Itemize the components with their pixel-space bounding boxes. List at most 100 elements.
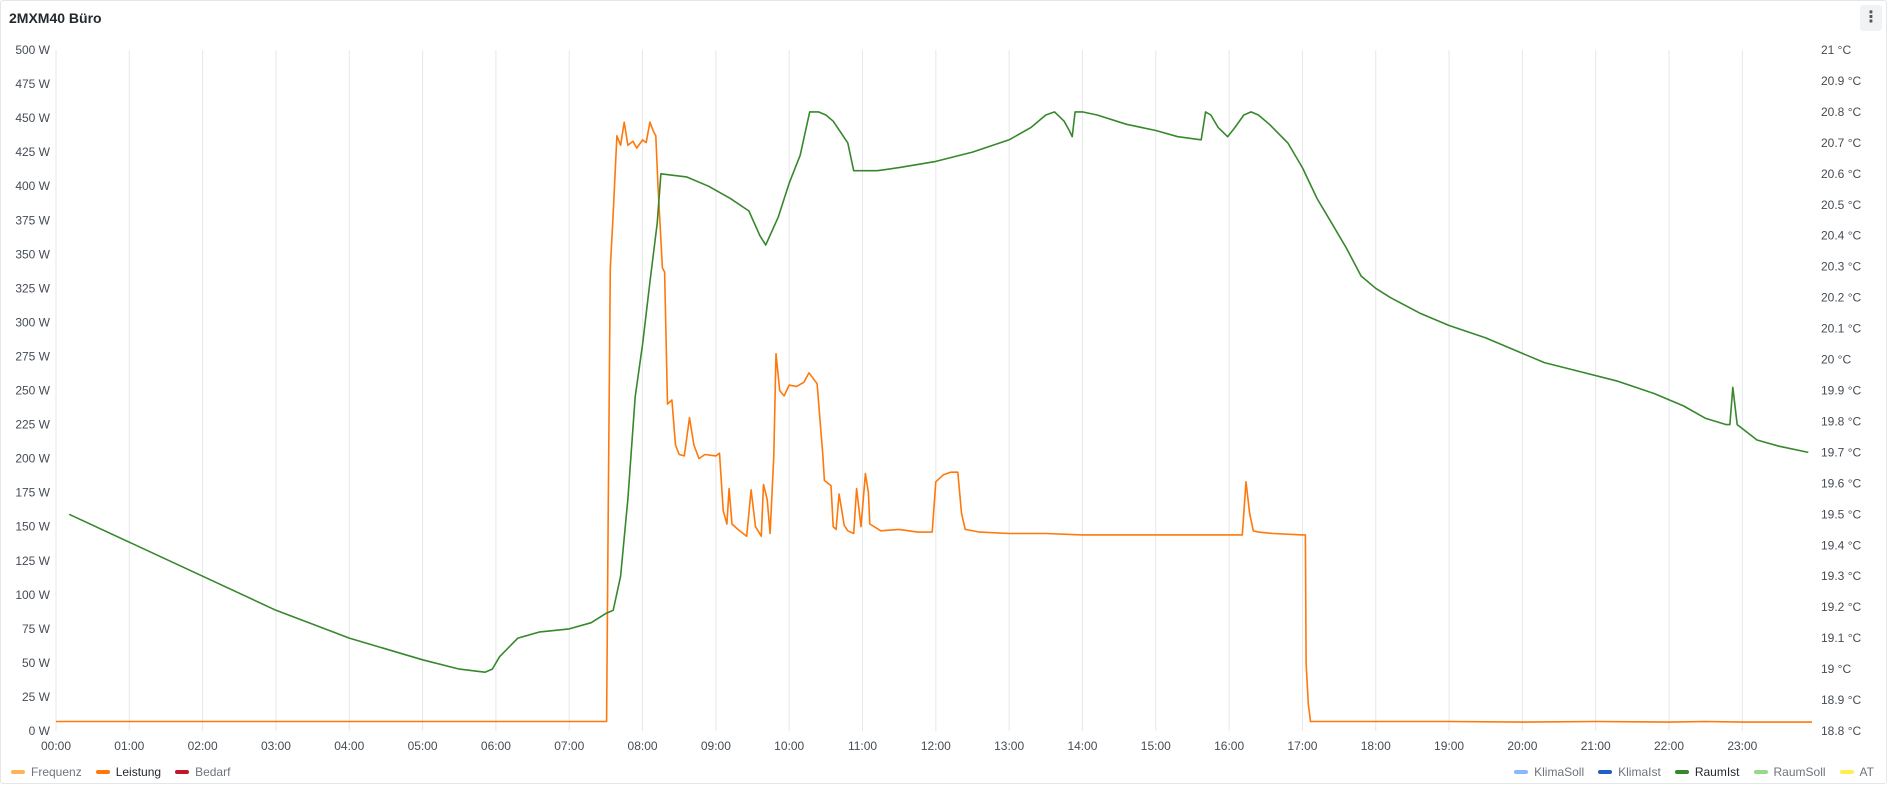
y-right-tick-label: 20.9 °C — [1821, 74, 1861, 88]
y-right-tick-label: 19.9 °C — [1821, 384, 1861, 398]
y-left-tick-label: 250 W — [15, 384, 50, 398]
x-tick-label: 06:00 — [481, 739, 511, 753]
y-right-tick-label: 18.8 °C — [1821, 724, 1861, 738]
x-tick-label: 20:00 — [1507, 739, 1537, 753]
y-right-tick-label: 20.2 °C — [1821, 291, 1861, 305]
x-tick-label: 03:00 — [261, 739, 291, 753]
series-line-leistung — [56, 121, 1812, 723]
y-left-tick-label: 425 W — [15, 145, 50, 159]
y-right-tick-label: 20.3 °C — [1821, 260, 1861, 274]
x-tick-label: 21:00 — [1581, 739, 1611, 753]
legend-item-klimasoll[interactable]: KlimaSoll — [1514, 765, 1584, 779]
legend-label: AT — [1859, 765, 1874, 779]
y-left-tick-label: 200 W — [15, 452, 50, 466]
y-left-tick-label: 0 W — [29, 724, 51, 738]
vertical-ellipsis-icon: ⋮ — [1863, 9, 1879, 26]
legend-item-frequenz[interactable]: Frequenz — [11, 765, 82, 779]
legend-label: KlimaSoll — [1534, 765, 1585, 779]
x-tick-label: 15:00 — [1141, 739, 1171, 753]
y-right-tick-label: 20.1 °C — [1821, 322, 1861, 336]
x-tick-label: 11:00 — [848, 739, 877, 753]
x-tick-label: 16:00 — [1214, 739, 1244, 753]
legend-left: Frequenz Leistung Bedarf — [11, 763, 244, 781]
legend-label: RaumSoll — [1773, 765, 1826, 779]
x-tick-label: 00:00 — [41, 739, 71, 753]
legend-swatch — [1598, 770, 1613, 774]
legend-right: KlimaSoll KlimaIst RaumIst RaumSoll AT — [1500, 763, 1874, 781]
y-left-tick-label: 475 W — [15, 77, 50, 91]
y-left-tick-label: 225 W — [15, 418, 50, 432]
panel-menu-button[interactable]: ⋮ — [1860, 5, 1882, 31]
y-right-tick-label: 19 °C — [1821, 662, 1851, 676]
y-left-tick-label: 275 W — [15, 349, 50, 363]
x-tick-label: 17:00 — [1287, 739, 1317, 753]
x-tick-label: 02:00 — [188, 739, 218, 753]
y-right-tick-label: 19.3 °C — [1821, 569, 1861, 583]
y-right-tick-label: 20.4 °C — [1821, 229, 1861, 243]
y-right-tick-label: 19.2 °C — [1821, 600, 1861, 614]
time-series-chart[interactable]: 00:00 01:00 02:00 03:00 04:00 05:00 06:00 07:00… — [1, 1, 1888, 761]
legend-label: RaumIst — [1694, 765, 1740, 779]
legend-item-bedarf[interactable]: Bedarf — [175, 765, 230, 779]
x-tick-label: 14:00 — [1067, 739, 1097, 753]
x-tick-label: 19:00 — [1434, 739, 1464, 753]
x-tick-label: 22:00 — [1654, 739, 1684, 753]
legend-swatch — [1839, 770, 1854, 774]
y-left-tick-label: 100 W — [15, 588, 50, 602]
y-left-tick-label: 150 W — [15, 520, 50, 534]
x-tick-label: 10:00 — [774, 739, 804, 753]
legend-item-leistung[interactable]: Leistung — [95, 765, 162, 779]
legend-item-raumsoll[interactable]: RaumSoll — [1753, 765, 1826, 779]
y-right-tick-label: 21 °C — [1821, 43, 1851, 57]
y-right-tick-label: 19.5 °C — [1821, 507, 1861, 521]
series-line-raumist — [68, 111, 1809, 673]
x-tick-label: 18:00 — [1361, 739, 1391, 753]
legend-label: Leistung — [115, 765, 162, 779]
y-right-tick-label: 20.5 °C — [1821, 198, 1861, 212]
x-tick-label: 07:00 — [554, 739, 584, 753]
legend-label: Bedarf — [195, 765, 231, 779]
x-tick-label: 09:00 — [701, 739, 731, 753]
legend-item-raumist[interactable]: RaumIst — [1674, 765, 1740, 779]
x-tick-label: 23:00 — [1727, 739, 1757, 753]
y-left-tick-label: 500 W — [15, 43, 50, 57]
x-tick-label: 08:00 — [628, 739, 658, 753]
y-left-tick-label: 350 W — [15, 247, 50, 261]
y-right-tick-label: 20.8 °C — [1821, 105, 1861, 119]
legend-label: Frequenz — [31, 765, 82, 779]
x-tick-label: 01:00 — [114, 739, 144, 753]
y-right-tick-label: 19.7 °C — [1821, 445, 1861, 459]
legend-item-klimaist[interactable]: KlimaIst — [1598, 765, 1661, 779]
y-right-tick-label: 20.7 °C — [1821, 136, 1861, 150]
legend-swatch — [1753, 770, 1768, 774]
y-left-tick-label: 25 W — [22, 690, 51, 704]
y-left-tick-label: 125 W — [15, 554, 50, 568]
x-tick-label: 12:00 — [921, 739, 951, 753]
y-left-tick-label: 175 W — [15, 486, 50, 500]
legend-swatch — [11, 770, 25, 774]
y-right-tick-label: 20 °C — [1821, 353, 1851, 367]
y-right-tick-label: 19.6 °C — [1821, 476, 1861, 490]
panel-title: 2MXM40 Büro — [9, 10, 102, 26]
y-left-tick-label: 450 W — [15, 111, 50, 125]
y-left-tick-label: 50 W — [22, 656, 51, 670]
y-right-tick-label: 18.9 °C — [1821, 693, 1861, 707]
y-right-tick-label: 20.6 °C — [1821, 167, 1861, 181]
y-right-tick-label: 19.1 °C — [1821, 631, 1861, 645]
y-right-tick-label: 19.4 °C — [1821, 538, 1861, 552]
x-tick-label: 13:00 — [994, 739, 1024, 753]
legend-label: KlimaIst — [1618, 765, 1661, 779]
y-left-tick-label: 300 W — [15, 315, 50, 329]
y-left-tick-label: 325 W — [15, 281, 50, 295]
y-right-tick-label: 19.8 °C — [1821, 414, 1861, 428]
legend-swatch — [95, 770, 110, 774]
legend-swatch — [1674, 770, 1689, 774]
x-tick-label: 05:00 — [408, 739, 438, 753]
x-tick-label: 04:00 — [334, 739, 364, 753]
y-left-tick-label: 75 W — [22, 622, 51, 636]
panel-header: 2MXM40 Büro ⋮ — [1, 1, 1886, 35]
legend-swatch — [1514, 770, 1529, 774]
y-left-tick-label: 400 W — [15, 179, 50, 193]
legend-item-at[interactable]: AT — [1839, 765, 1874, 779]
y-left-tick-label: 375 W — [15, 213, 50, 227]
